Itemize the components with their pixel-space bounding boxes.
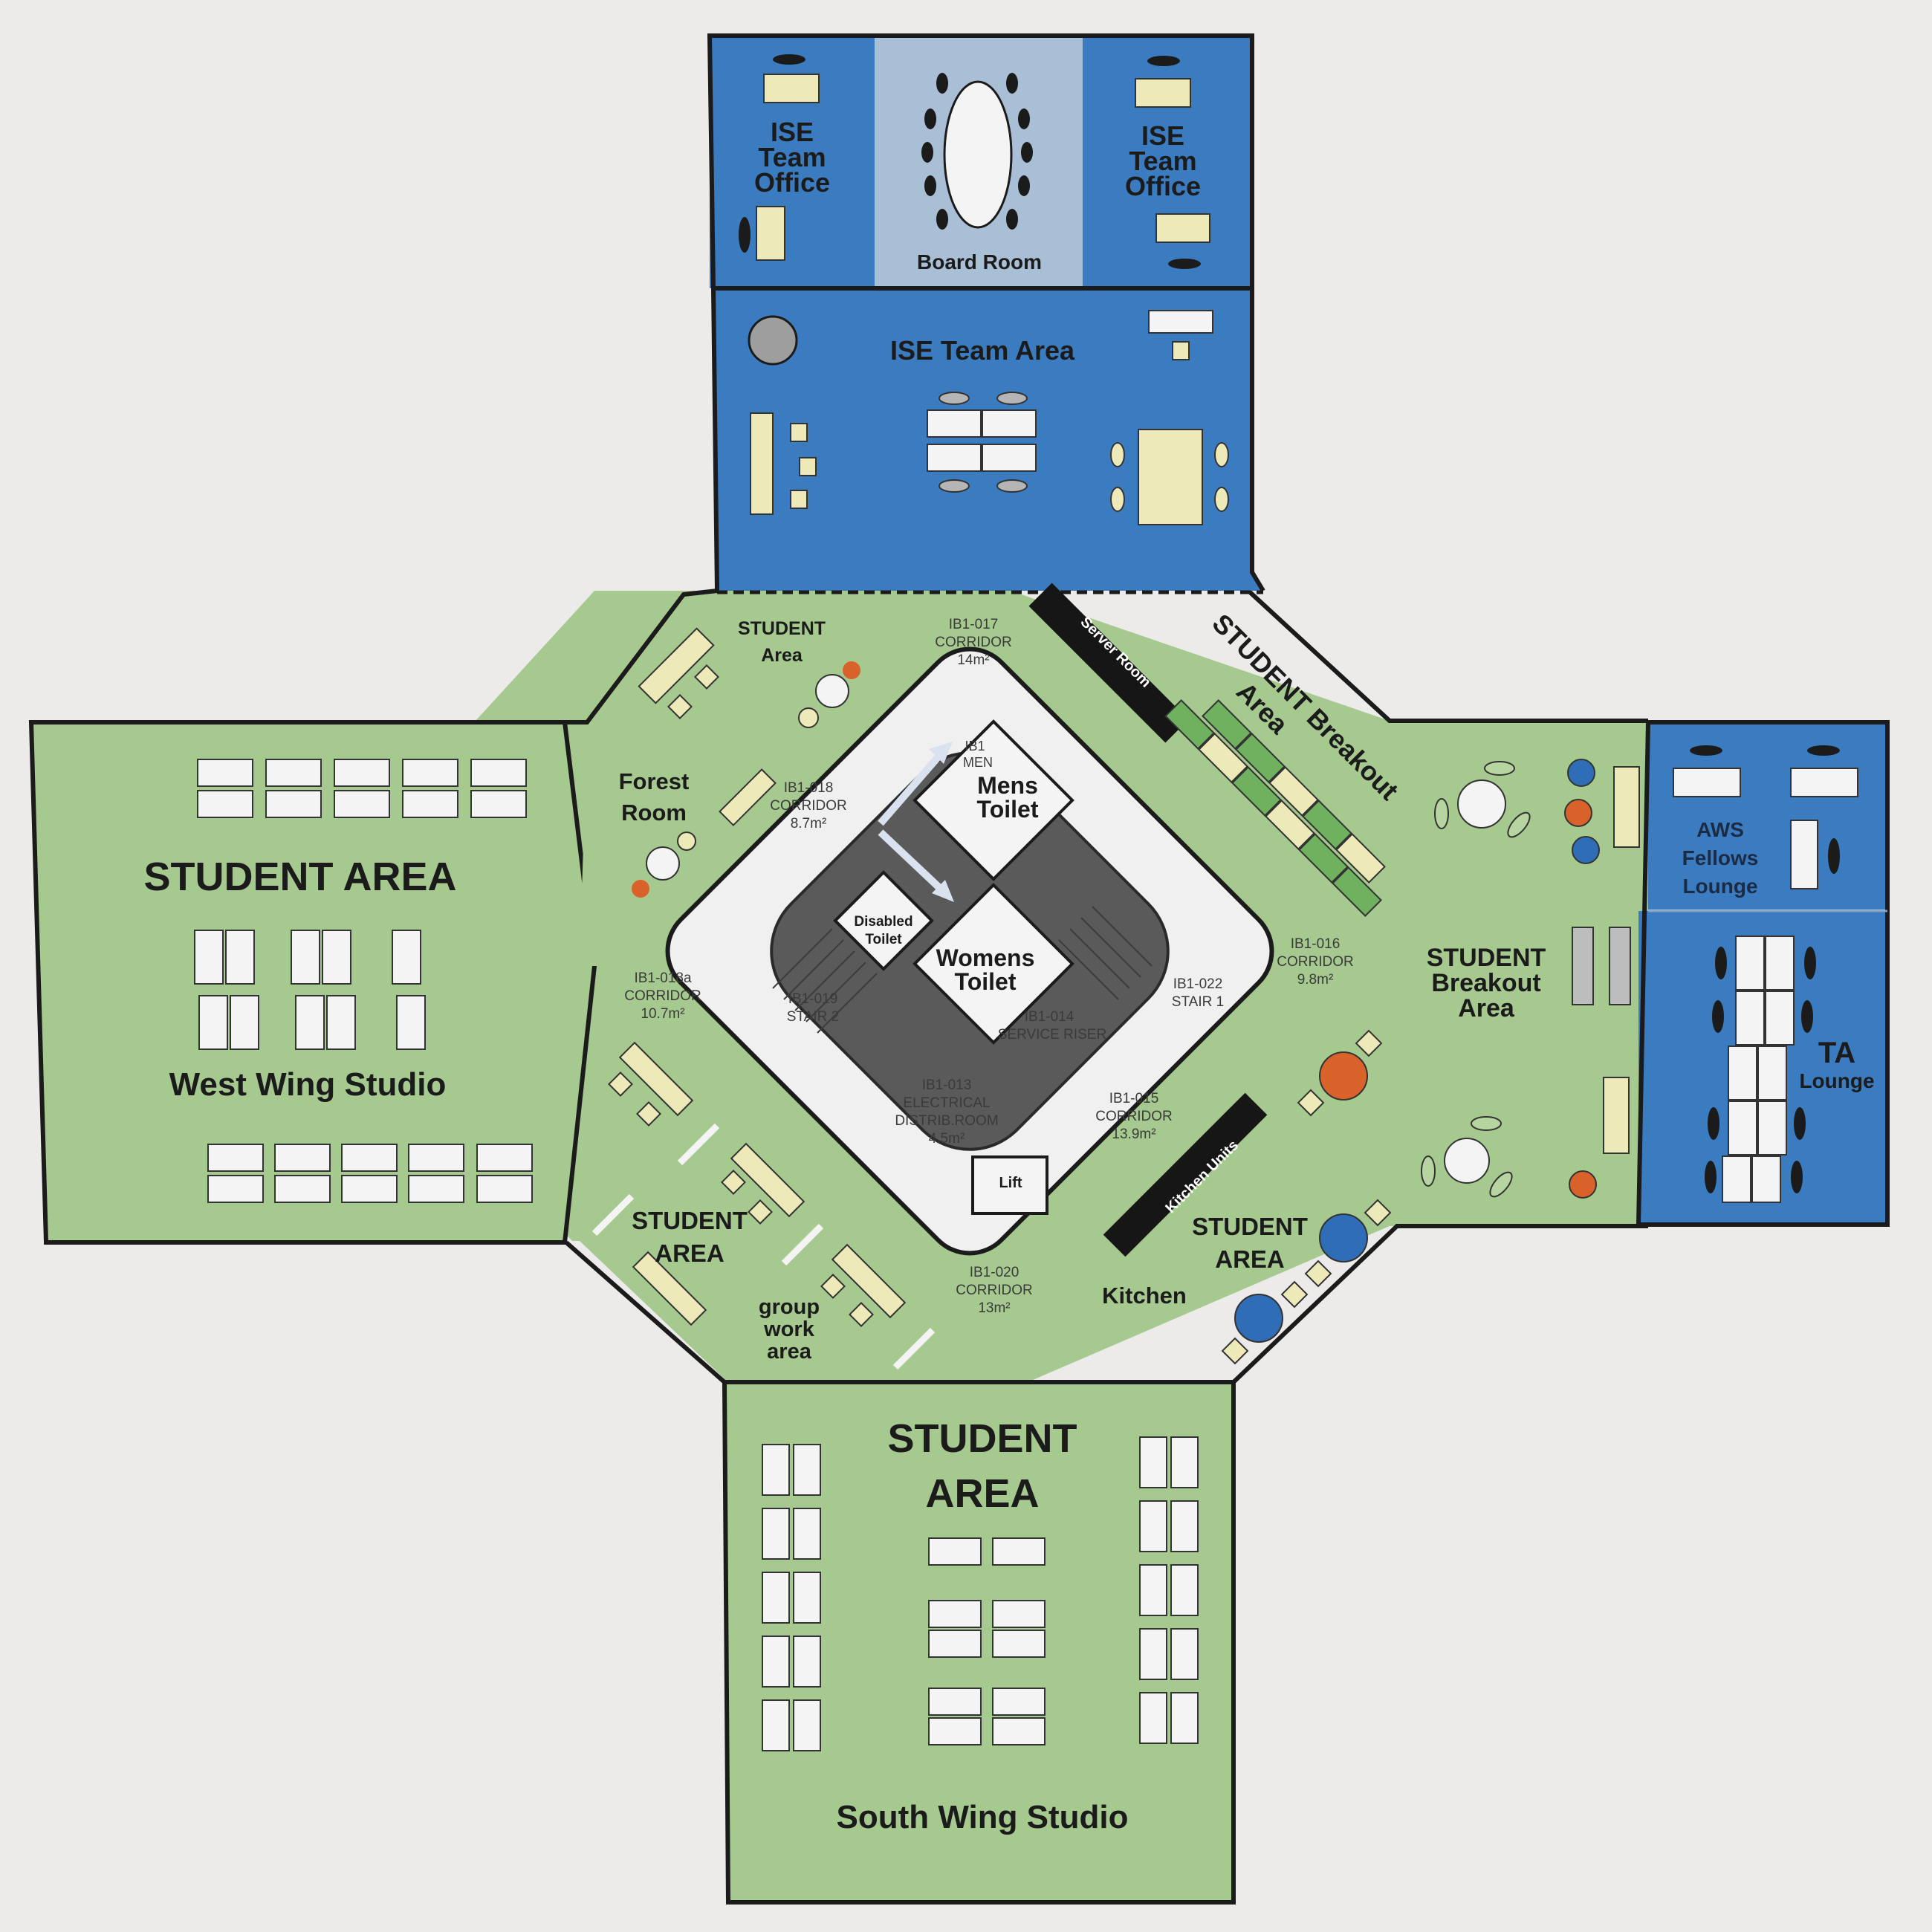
- east-outline: [1638, 720, 1890, 1227]
- womens-toilet-label: Womens Toilet: [936, 944, 1035, 995]
- ise-team-area-label: ISE Team Area: [890, 335, 1075, 366]
- server-room-bar: [1028, 583, 1189, 743]
- mens-toilet-label: Mens Toilet: [977, 772, 1039, 823]
- student-area-nw-label: STUDENT Area: [738, 618, 826, 666]
- board-room-label: Board Room: [917, 250, 1042, 273]
- west-studio-furniture: [194, 759, 533, 1203]
- forest-room-label: Forest Room: [619, 768, 690, 826]
- desk: [1172, 341, 1190, 360]
- east-inner-wall: [1636, 722, 1650, 1225]
- ise-team-area-room: [713, 288, 1263, 591]
- center-table-cluster: [927, 392, 1037, 493]
- east-blue-wing: [1636, 720, 1890, 1227]
- desk: [1148, 310, 1213, 334]
- chair: [1168, 259, 1201, 269]
- west-student-area-label: STUDENT AREA: [143, 855, 456, 899]
- group-work-area-label: group work area: [759, 1295, 820, 1364]
- lift-label: Lift: [999, 1175, 1022, 1191]
- chair: [1828, 838, 1840, 874]
- arrow-head: [932, 880, 954, 902]
- east-breakout-furniture: [1297, 759, 1640, 1199]
- chair: [1807, 745, 1840, 756]
- corridor-016-label: IB1-016 CORRIDOR 9.8m²: [1277, 936, 1353, 988]
- stair-2-label: IB1-019 STAIR 2: [787, 991, 839, 1025]
- corridor-018a-label: IB1-018a CORRIDOR 10.7m²: [624, 970, 701, 1022]
- round-table: [748, 315, 798, 366]
- chair: [1690, 745, 1722, 756]
- desk: [1673, 768, 1741, 797]
- corridor-020-label: IB1-020 CORRIDOR 13m²: [956, 1265, 1032, 1316]
- board-chairs: [921, 73, 1033, 230]
- womens-toilet-room: [912, 883, 1074, 1045]
- south-student-area-label: STUDENT AREA: [888, 1416, 1077, 1516]
- chair: [1147, 56, 1180, 66]
- desk: [1135, 78, 1191, 108]
- kitchen-units-bar: [1103, 1092, 1268, 1257]
- desk: [1790, 768, 1858, 797]
- kitchen-label: Kitchen: [1102, 1283, 1187, 1309]
- desk: [1790, 820, 1818, 889]
- north-outline: [707, 33, 1265, 592]
- lift-room: [971, 1155, 1048, 1215]
- board-table: [943, 80, 1013, 229]
- outline-sw: [565, 1240, 726, 1384]
- desk: [750, 412, 774, 515]
- west-wing-studio-label: West Wing Studio: [169, 1066, 447, 1103]
- service-riser-label: IB1-014 SERVICE RISER: [998, 1009, 1106, 1043]
- chairs: [1110, 442, 1229, 512]
- desk: [790, 423, 808, 442]
- ise-office-right-label: ISE Team Office: [1125, 120, 1201, 201]
- desk: [1138, 429, 1203, 525]
- disabled-toilet-label: Disabled Toilet: [854, 914, 912, 947]
- desk: [763, 74, 820, 103]
- breakout-east-label: STUDENT Breakout Area: [1427, 944, 1546, 1022]
- south-studio-furniture: [762, 1436, 1199, 1751]
- desk: [1155, 213, 1210, 243]
- desk: [799, 457, 817, 476]
- sw-area-furniture: [591, 1041, 936, 1370]
- central-core: [665, 583, 1274, 1257]
- stairs-hatching: [772, 906, 1153, 1034]
- student-area-se-label: STUDENT AREA: [1192, 1213, 1308, 1273]
- desk: [790, 490, 808, 509]
- ta-table: [1722, 936, 1795, 1203]
- chair: [739, 217, 751, 253]
- ta-lounge-label: TA Lounge: [1799, 1037, 1874, 1092]
- ise-office-right-room: [1083, 36, 1252, 288]
- outline-se: [1231, 1224, 1648, 1384]
- electrical-room-label: IB1-013 ELECTRICAL DISTRIB.ROOM 4.5m²: [895, 1077, 998, 1147]
- ta-chairs: [1705, 947, 1816, 1193]
- ne-breakout-furniture: [1164, 699, 1386, 917]
- corridor-017-label: IB1-017 CORRIDOR 14m²: [935, 617, 1011, 668]
- mens-toilet-room: [912, 719, 1074, 881]
- outline-nw: [565, 589, 718, 724]
- ise-office-left-label: ISE Team Office: [754, 117, 830, 198]
- corridor-015-label: IB1-015 CORRIDOR 13.9m²: [1095, 1091, 1172, 1142]
- direction-arrows: [878, 748, 948, 896]
- disabled-toilet-room: [833, 870, 934, 971]
- corridor-018-label: IB1-018 CORRIDOR 8.7m²: [770, 780, 846, 832]
- stair-1-label: IB1-022 STAIR 1: [1172, 976, 1224, 1010]
- desk: [756, 206, 785, 261]
- aws-lounge-label: AWS Fellows Lounge: [1682, 818, 1759, 898]
- student-area-sw-label: STUDENT AREA: [632, 1207, 748, 1267]
- se-area-furniture: [1221, 1199, 1392, 1365]
- arrow-head: [929, 742, 953, 764]
- north-blue-wing: [707, 33, 1265, 594]
- outline-ne: [1246, 589, 1648, 723]
- aws-lounge-room: [1648, 722, 1887, 910]
- nw-area-furniture: [632, 627, 860, 898]
- south-wing-studio-label: South Wing Studio: [836, 1799, 1128, 1835]
- chair: [773, 54, 805, 65]
- mens-partial-label: IB1 MEN: [963, 739, 993, 770]
